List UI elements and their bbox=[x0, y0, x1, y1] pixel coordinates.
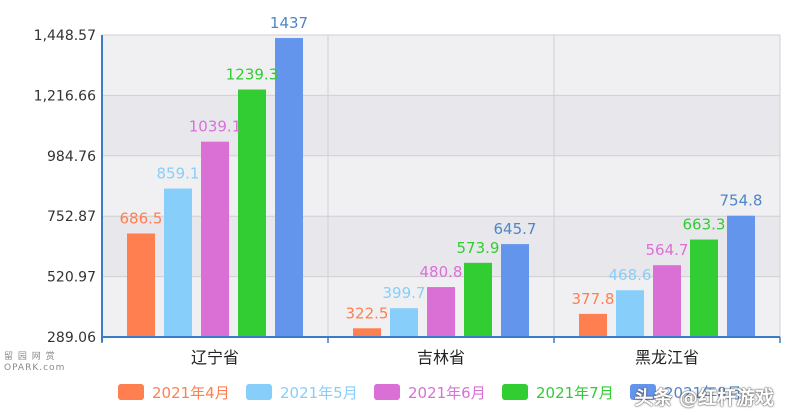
data-label: 1039.1 bbox=[189, 118, 242, 136]
bar bbox=[275, 38, 303, 338]
data-label: 645.7 bbox=[494, 220, 537, 238]
x-category-label: 吉林省 bbox=[417, 348, 465, 367]
y-tick-label: 1,448.57 bbox=[34, 28, 96, 44]
y-tick-label: 752.87 bbox=[47, 209, 96, 225]
watermark-top-left: 留 园 网 赏 OPARK.com bbox=[4, 352, 66, 373]
bar bbox=[353, 328, 381, 337]
y-tick-label: 984.76 bbox=[47, 149, 96, 165]
legend-label: 2021年6月 bbox=[408, 384, 486, 402]
data-label: 859.1 bbox=[157, 165, 200, 183]
bars-group bbox=[127, 38, 755, 338]
legend-label: 2021年8月 bbox=[664, 384, 742, 402]
legend-swatch bbox=[502, 384, 528, 400]
legend-label: 2021年5月 bbox=[280, 384, 358, 402]
legend-swatch bbox=[630, 384, 656, 400]
data-label: 1239.3 bbox=[226, 66, 279, 84]
bar bbox=[464, 262, 492, 337]
bar bbox=[127, 233, 155, 337]
bar bbox=[238, 89, 266, 337]
legend-item[interactable]: 2021年5月 bbox=[246, 384, 358, 402]
plot-band bbox=[102, 35, 780, 96]
data-label: 322.5 bbox=[346, 304, 389, 322]
legend[interactable]: 2021年4月 2021年5月 2021年6月 2021年7月 2021年8月 bbox=[118, 384, 742, 402]
legend-label: 2021年4月 bbox=[152, 384, 230, 402]
y-tick-label: 289.06 bbox=[47, 330, 96, 346]
data-label: 1437 bbox=[270, 14, 308, 32]
bar bbox=[164, 188, 192, 337]
legend-swatch bbox=[374, 384, 400, 400]
bar bbox=[427, 287, 455, 337]
legend-item[interactable]: 2021年8月 bbox=[630, 384, 742, 402]
x-category-label: 辽宁省 bbox=[191, 348, 239, 367]
bar bbox=[201, 141, 229, 337]
bar bbox=[501, 244, 529, 337]
data-label: 686.5 bbox=[120, 209, 163, 227]
legend-item[interactable]: 2021年4月 bbox=[118, 384, 230, 402]
data-label: 573.9 bbox=[457, 239, 500, 257]
legend-item[interactable]: 2021年6月 bbox=[374, 384, 486, 402]
data-label: 377.8 bbox=[572, 290, 615, 308]
y-tick-label: 520.97 bbox=[47, 270, 96, 286]
plot-background bbox=[102, 35, 780, 337]
data-label: 468.6 bbox=[609, 266, 652, 284]
y-tick-label: 1,216.66 bbox=[34, 88, 96, 104]
data-label: 663.3 bbox=[683, 216, 726, 234]
legend-item[interactable]: 2021年7月 bbox=[502, 384, 614, 402]
bar bbox=[616, 290, 644, 337]
legend-label: 2021年7月 bbox=[536, 384, 614, 402]
axes-group: 289.06 520.97 752.87 984.76 1,216.66 1,448.57… bbox=[34, 28, 781, 367]
watermark-bottom-right: 头条 @红杆游戏 bbox=[634, 387, 774, 409]
bar bbox=[727, 215, 755, 337]
data-label: 754.8 bbox=[720, 192, 763, 210]
data-label: 480.8 bbox=[420, 263, 463, 281]
data-label: 399.7 bbox=[383, 284, 426, 302]
x-category-label: 黑龙江省 bbox=[635, 348, 699, 367]
data-label: 564.7 bbox=[646, 241, 689, 259]
legend-swatch bbox=[118, 384, 144, 400]
legend-swatch bbox=[246, 384, 272, 400]
bar bbox=[579, 313, 607, 337]
bar bbox=[390, 308, 418, 337]
bar bbox=[690, 239, 718, 337]
data-labels-group: 686.5 859.1 1039.1 1239.3 1437 322.5 399.7 480.… bbox=[120, 14, 763, 322]
bar bbox=[653, 265, 681, 337]
